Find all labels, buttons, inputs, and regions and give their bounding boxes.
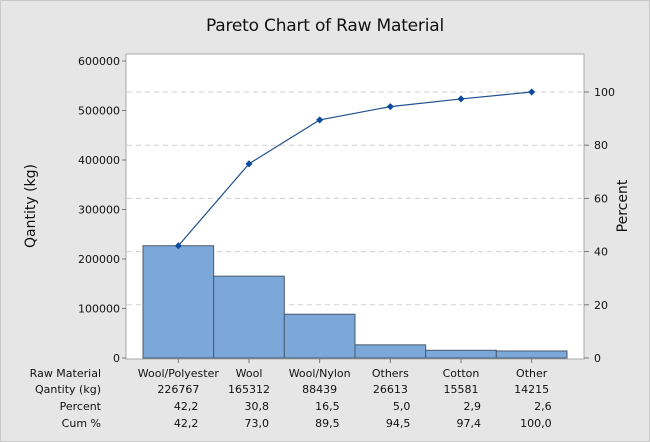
right-tick-label: 60 — [594, 192, 608, 205]
row-label-percent: Percent — [60, 400, 102, 413]
cell-percent: 5,0 — [393, 400, 411, 413]
cell-raw-material: Other — [516, 367, 548, 380]
cell-percent: 2,9 — [464, 400, 482, 413]
line-marker — [316, 116, 324, 124]
cell-quantity: 226767 — [157, 383, 199, 396]
right-tick-label: 100 — [594, 86, 615, 99]
cumulative-line — [174, 88, 536, 250]
cell-percent: 2,6 — [534, 400, 552, 413]
bars — [142, 245, 568, 359]
bar-other — [495, 350, 568, 359]
gridlines — [127, 91, 583, 306]
left-tick-label: 400000 — [78, 154, 120, 167]
bar-wool-nylon — [283, 313, 356, 359]
cum-percent-line — [177, 91, 532, 247]
right-axis-label: Percent — [615, 179, 631, 232]
cell-cum-percent: 100,0 — [520, 417, 552, 430]
cell-raw-material: Wool/Nylon — [289, 367, 351, 380]
cell-quantity: 26613 — [373, 383, 408, 396]
left-tick-label: 0 — [113, 352, 120, 365]
left-tick-label: 300000 — [78, 204, 120, 217]
right-tick-label: 40 — [594, 246, 608, 259]
cell-cum-percent: 42,2 — [174, 417, 199, 430]
bar-wool-polyester — [142, 245, 215, 359]
cell-raw-material: Others — [372, 367, 409, 380]
cell-cum-percent: 89,5 — [315, 417, 340, 430]
chart-title: Pareto Chart of Raw Material — [206, 16, 444, 36]
cell-percent: 16,5 — [315, 400, 340, 413]
data-table: Raw Material Qantity (kg) Percent Cum % … — [30, 367, 552, 430]
right-tick-label: 0 — [594, 352, 601, 365]
cell-raw-material: Wool/Polyester — [138, 367, 220, 380]
bar-cotton — [425, 349, 497, 359]
cell-quantity: 88439 — [302, 383, 337, 396]
left-axis-label: Qantity (kg) — [23, 164, 39, 248]
cell-cum-percent: 73,0 — [245, 417, 270, 430]
cell-raw-material: Wool — [236, 367, 263, 380]
bar-others — [354, 344, 427, 359]
left-tick-label: 500000 — [78, 105, 120, 118]
cell-cum-percent: 94,5 — [386, 417, 411, 430]
left-tick-label: 600000 — [78, 55, 120, 68]
right-tick-label: 20 — [594, 299, 608, 312]
left-tick-label: 200000 — [78, 253, 120, 266]
cell-cum-percent: 97,4 — [457, 417, 482, 430]
line-marker — [457, 95, 465, 103]
cell-raw-material: Cotton — [443, 367, 480, 380]
left-axis: 0 100000 200000 300000 400000 500000 600000 — [78, 55, 126, 365]
cell-quantity: 15581 — [444, 383, 479, 396]
left-tick-label: 100000 — [78, 303, 120, 316]
right-axis: 0 20 40 60 80 100 — [584, 86, 615, 365]
cell-quantity: 14215 — [514, 383, 549, 396]
row-label-raw-material: Raw Material — [30, 367, 101, 380]
cell-quantity: 165312 — [228, 383, 270, 396]
bar-wool — [213, 275, 285, 359]
row-label-cum: Cum % — [62, 417, 101, 430]
right-tick-label: 80 — [594, 139, 608, 152]
x-axis-ticks — [177, 359, 533, 363]
line-marker — [528, 88, 536, 96]
line-marker — [174, 242, 182, 250]
line-marker — [386, 103, 394, 111]
cell-percent: 42,2 — [174, 400, 199, 413]
row-label-quantity: Qantity (kg) — [35, 383, 101, 396]
cell-percent: 30,8 — [245, 400, 270, 413]
line-marker — [245, 160, 253, 168]
